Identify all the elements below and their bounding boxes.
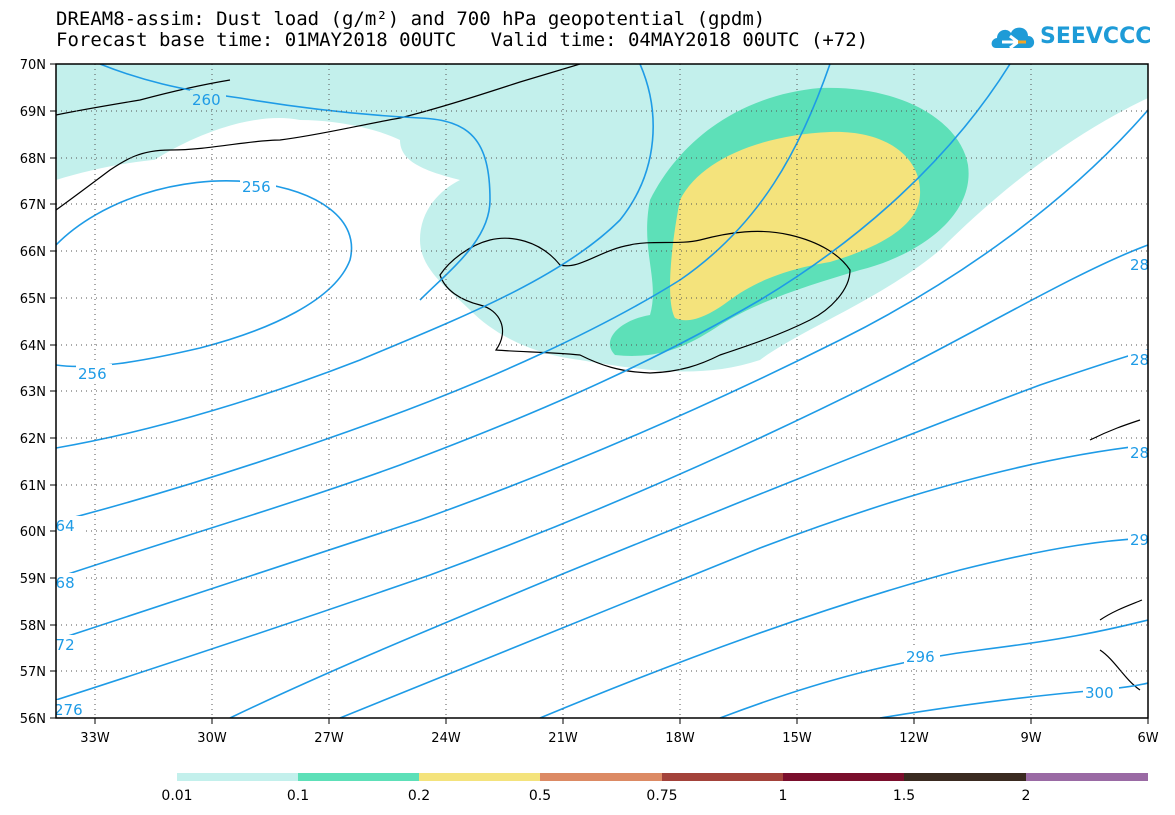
coastlines bbox=[56, 64, 1143, 691]
contour-label: 28 bbox=[1130, 256, 1149, 274]
lat-label: 58N bbox=[20, 619, 46, 634]
geopotential-contours bbox=[56, 64, 1148, 718]
colorbar-label: 1 bbox=[778, 788, 788, 804]
lon-label: 6W bbox=[1137, 731, 1158, 746]
lat-label: 57N bbox=[20, 665, 46, 680]
lon-label: 30W bbox=[197, 731, 227, 746]
lat-label: 69N bbox=[20, 105, 46, 120]
lat-label: 67N bbox=[20, 198, 46, 213]
contour-label: 256 bbox=[242, 178, 271, 196]
lat-label: 56N bbox=[20, 712, 46, 727]
colorbar-label: 0.5 bbox=[528, 788, 552, 804]
lat-label: 59N bbox=[20, 572, 46, 587]
colorbar-swatch bbox=[1026, 773, 1148, 781]
colorbar-swatch bbox=[419, 773, 540, 781]
contour-label: 29 bbox=[1130, 531, 1149, 549]
lat-label: 70N bbox=[20, 58, 46, 73]
lon-label: 12W bbox=[899, 731, 929, 746]
seevccc-logo: SEEVCCC bbox=[988, 18, 1152, 58]
contour-label: 28 bbox=[1130, 351, 1149, 369]
lat-label: 66N bbox=[20, 245, 46, 260]
contour-label: 28 bbox=[1130, 444, 1149, 462]
contour-label: 260 bbox=[192, 91, 221, 109]
contour-label: 256 bbox=[78, 365, 107, 383]
lon-label: 9W bbox=[1020, 731, 1041, 746]
contour-label: 296 bbox=[906, 648, 935, 666]
contour-label: 268 bbox=[46, 574, 75, 592]
lat-label: 60N bbox=[20, 525, 46, 540]
contour-label: 300 bbox=[1085, 684, 1114, 702]
colorbar-label: 0.1 bbox=[286, 788, 310, 804]
colorbar-label: 0.75 bbox=[646, 788, 678, 804]
contour-label: 272 bbox=[46, 636, 75, 654]
colorbar-swatch bbox=[662, 773, 783, 781]
contour-label: 264 bbox=[46, 517, 75, 535]
colorbar-swatch bbox=[298, 773, 419, 781]
lon-label: 21W bbox=[548, 731, 578, 746]
logo-text: SEEVCCC bbox=[1040, 24, 1152, 49]
lat-label: 64N bbox=[20, 339, 46, 354]
lat-label: 61N bbox=[20, 479, 46, 494]
colorbar-label: 1.5 bbox=[892, 788, 916, 804]
contour-label: 276 bbox=[54, 701, 83, 719]
colorbar bbox=[177, 773, 1148, 781]
colorbar-label: 2 bbox=[1021, 788, 1031, 804]
colorbar-swatch bbox=[904, 773, 1026, 781]
dust-region-0.2 bbox=[670, 131, 921, 321]
lat-label: 68N bbox=[20, 152, 46, 167]
colorbar-swatch bbox=[783, 773, 904, 781]
cloud-icon bbox=[991, 27, 1035, 50]
lon-label: 15W bbox=[782, 731, 812, 746]
colorbar-swatch bbox=[540, 773, 662, 781]
lon-label: 18W bbox=[665, 731, 695, 746]
lat-label: 62N bbox=[20, 432, 46, 447]
colorbar-label: 0.2 bbox=[407, 788, 431, 804]
lat-label: 63N bbox=[20, 385, 46, 400]
chart-title: DREAM8-assim: Dust load (g/m²) and 700 h… bbox=[56, 8, 766, 30]
dust-field: 260 256 256 264 268 272 276 296 300 28 2… bbox=[46, 64, 1149, 719]
lon-label: 24W bbox=[431, 731, 461, 746]
lon-label: 27W bbox=[314, 731, 344, 746]
chart-subtitle: Forecast base time: 01MAY2018 00UTC Vali… bbox=[56, 29, 869, 51]
graticule bbox=[56, 64, 1148, 718]
lat-label: 65N bbox=[20, 292, 46, 307]
colorbar-swatch bbox=[177, 773, 298, 781]
lon-label: 33W bbox=[80, 731, 110, 746]
colorbar-label: 0.01 bbox=[161, 788, 193, 804]
